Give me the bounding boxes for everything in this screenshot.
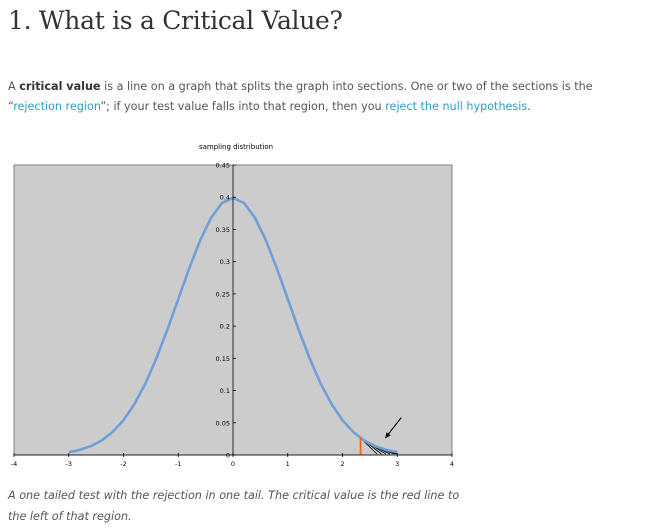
intro-text-4: . (527, 100, 531, 113)
x-tick-label: -1 (175, 460, 181, 468)
arrow-head (385, 432, 391, 439)
y-tick-label: 0.25 (216, 290, 230, 298)
y-tick-label: 0.15 (216, 355, 230, 363)
y-tick-label: 0.05 (216, 419, 230, 427)
y-tick-label: 0.45 (216, 162, 230, 170)
page-title: 1. What is a Critical Value? (8, 6, 343, 35)
x-tick-label: -4 (11, 460, 17, 468)
reject-null-hypothesis-link[interactable]: reject the null hypothesis (385, 100, 528, 113)
y-axis: 0 0.05 0.1 0.15 0.2 0.25 0.3 0.35 0.4 0.45 (216, 162, 236, 460)
rejection-region-link[interactable]: rejection region (13, 100, 101, 113)
x-tick-label: 3 (395, 460, 399, 468)
chart-title: sampling distribution (199, 143, 273, 151)
intro-paragraph: A critical value is a line on a graph th… (8, 77, 648, 117)
y-tick-label: 0.3 (220, 258, 230, 266)
x-tick-label: 1 (286, 460, 290, 468)
x-tick-label: 4 (450, 460, 454, 468)
figure-caption: A one tailed test with the rejection in … (8, 489, 460, 523)
rejection-hatch-line (367, 442, 382, 455)
x-axis: -4 -3 -2 -1 0 1 2 3 4 (11, 453, 454, 468)
y-tick-label: 0.2 (220, 323, 230, 331)
arrow-annotation (384, 417, 402, 439)
x-tick-label: 2 (340, 460, 344, 468)
intro-text-1: A (8, 80, 20, 93)
y-tick-label: 0.1 (220, 387, 230, 395)
critical-value-term: critical value (19, 80, 101, 93)
rejection-hatch-line (363, 440, 378, 455)
intro-text-2: is a line on a graph that splits the gra… (8, 80, 593, 113)
y-tick-label: 0 (226, 452, 230, 460)
x-tick-label: 0 (231, 460, 235, 468)
x-tick-label: -3 (66, 460, 72, 468)
intro-text-3: ”; if your test value falls into that re… (100, 100, 386, 113)
y-tick-label: 0.4 (220, 194, 230, 202)
x-tick-label: -2 (120, 460, 126, 468)
y-tick-label: 0.35 (216, 226, 230, 234)
sampling-distribution-chart: sampling distribution -4 -3 -2 -1 0 1 2 3 4 0 0.0… (11, 143, 454, 468)
